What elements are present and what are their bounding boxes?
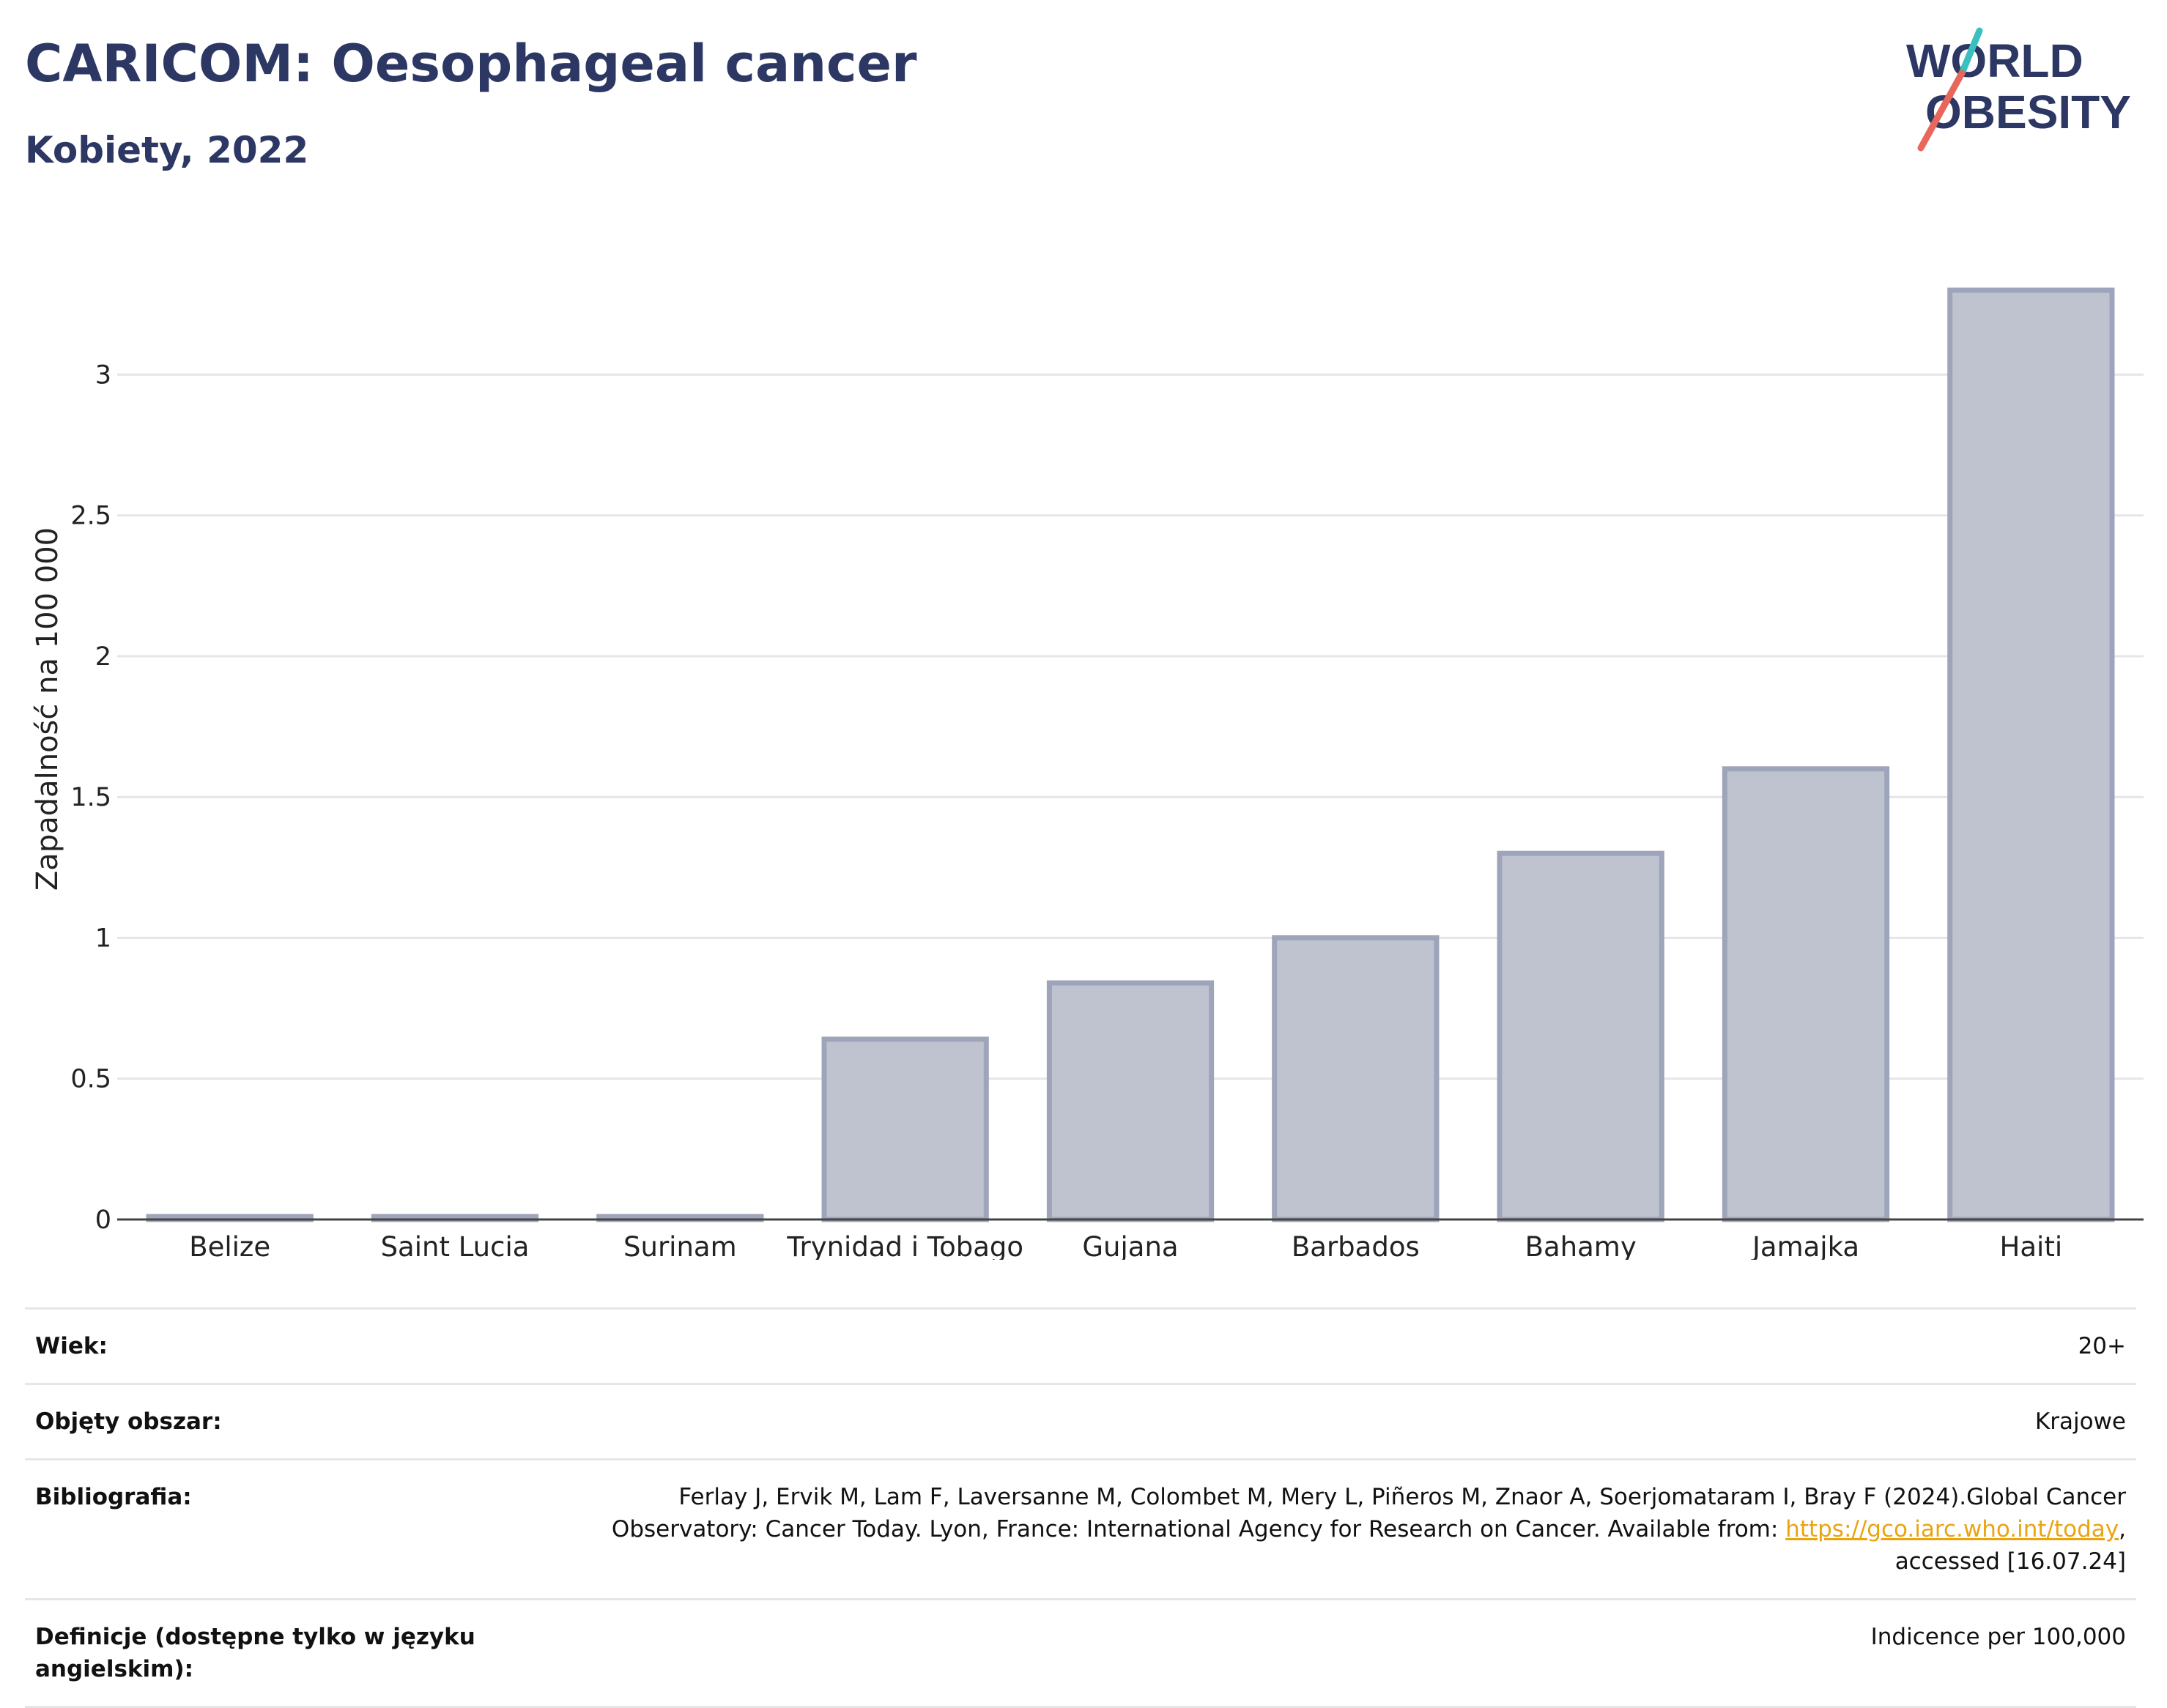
- logo-text-world: WORLD: [1906, 34, 2083, 87]
- logo-slash-red: [1917, 70, 1966, 152]
- bar-bahamy[interactable]: [1497, 850, 1664, 1222]
- x-tick-label: Belize: [189, 1231, 270, 1260]
- bar-trynidad-i-tobago[interactable]: [821, 1036, 989, 1222]
- x-tick-label: Gujana: [1082, 1231, 1178, 1260]
- meta-key: Wiek:: [35, 1333, 108, 1359]
- y-tick-label: 1.5: [70, 783, 111, 812]
- meta-value: Indicence per 100,000: [1870, 1624, 2126, 1650]
- bibliography-accessed: , accessed [16.07.24]: [1894, 1516, 2126, 1575]
- chart-subtitle: Kobiety, 2022: [25, 129, 309, 171]
- y-tick-label: 1: [95, 924, 111, 953]
- x-tick-label: Barbados: [1292, 1231, 1420, 1260]
- bar-jamajka[interactable]: [1722, 766, 1890, 1222]
- bar-chart: 0 0.5 1 1.5 2 2.5 3 Belize Saint Lucia Surinam Try…: [31, 287, 2144, 1260]
- bar-haiti[interactable]: [1947, 287, 2115, 1222]
- meta-value: 20+: [2078, 1333, 2126, 1359]
- meta-row-bibliography: Bibliografia: Ferlay J, Ervik M, Lam F, …: [25, 1458, 2136, 1598]
- x-tick-label: Surinam: [623, 1231, 737, 1260]
- x-tick-label: Jamajka: [1751, 1231, 1859, 1260]
- meta-value: Krajowe: [2034, 1408, 2126, 1435]
- world-obesity-logo[interactable]: WORLD OBESITY: [1905, 22, 2154, 161]
- meta-row-age: Wiek: 20+: [25, 1307, 2136, 1383]
- logo-text-obesity: OBESITY: [1925, 86, 2131, 138]
- bars: [146, 287, 2115, 1222]
- source-link[interactable]: https://gco.iarc.who.int/today: [1785, 1516, 2119, 1542]
- y-tick-label: 3: [95, 360, 111, 390]
- x-tick-label: Haiti: [2000, 1231, 2063, 1260]
- y-tick-label: 0.5: [70, 1065, 111, 1094]
- meta-value: Ferlay J, Ervik M, Lam F, Laversanne M, …: [551, 1481, 2126, 1578]
- logo-slash-teal: [1958, 27, 1983, 77]
- axes: 0 0.5 1 1.5 2 2.5 3 Belize Saint Lucia Surinam Try…: [70, 360, 2144, 1260]
- meta-key: Definicje (dostępne tylko w języku angie…: [35, 1624, 475, 1682]
- meta-row-definitions: Definicje (dostępne tylko w języku angie…: [25, 1598, 2136, 1708]
- bar-barbados[interactable]: [1272, 935, 1440, 1222]
- x-tick-label: Bahamy: [1525, 1231, 1637, 1260]
- x-tick-label: Trynidad i Tobago: [786, 1231, 1023, 1260]
- bar-gujana[interactable]: [1046, 980, 1215, 1222]
- chart-title: CARICOM: Oesophageal cancer: [25, 34, 917, 94]
- meta-key: Bibliografia:: [35, 1484, 192, 1510]
- meta-row-coverage: Objęty obszar: Krajowe: [25, 1383, 2136, 1458]
- bibliography-text: Ferlay J, Ervik M, Lam F, Laversanne M, …: [611, 1484, 2126, 1542]
- y-tick-label: 0: [95, 1206, 111, 1235]
- meta-key: Objęty obszar:: [35, 1408, 222, 1435]
- y-axis-label: Zapadalność na 100 000: [31, 527, 64, 891]
- y-tick-label: 2: [95, 642, 111, 672]
- y-tick-label: 2.5: [70, 502, 111, 531]
- metadata-table: Wiek: 20+ Objęty obszar: Krajowe Bibliog…: [25, 1307, 2136, 1708]
- x-tick-label: Saint Lucia: [381, 1231, 530, 1260]
